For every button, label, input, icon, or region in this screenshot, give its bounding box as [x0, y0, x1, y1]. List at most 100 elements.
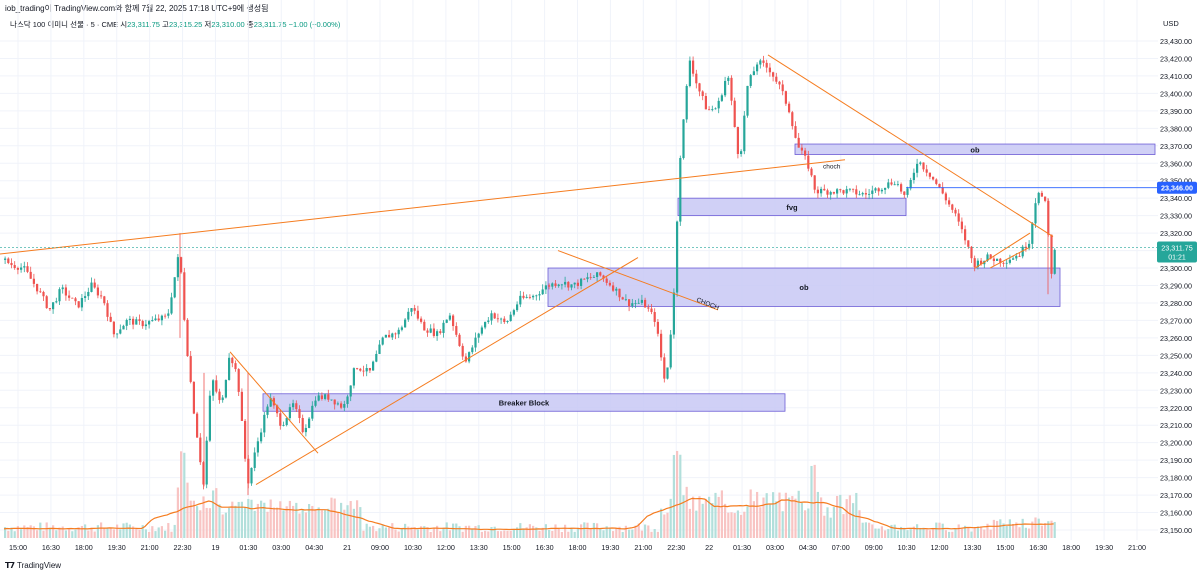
volume-bar: [832, 507, 835, 538]
candle-body: [557, 284, 560, 287]
price-tick-label: 23,410.00: [1160, 72, 1192, 81]
candle-body: [509, 314, 512, 322]
time-tick-label: 01:30: [733, 543, 751, 552]
candle-body: [442, 322, 445, 333]
volume-bar: [813, 464, 816, 538]
volume-bar: [941, 523, 944, 538]
volume-bar: [621, 531, 624, 538]
volume-bar: [964, 525, 967, 538]
candle-body: [874, 188, 877, 191]
candle-body: [125, 319, 128, 326]
candle-body: [797, 137, 800, 148]
open-label: 시: [120, 20, 128, 29]
volume-bar: [861, 522, 864, 538]
price-tick-label: 23,250.00: [1160, 351, 1192, 360]
volume-bar: [400, 528, 403, 538]
volume-bar: [496, 531, 499, 538]
candle-body: [781, 84, 784, 92]
candle-body: [794, 126, 797, 138]
candle-body: [141, 320, 144, 327]
volume-bar: [656, 531, 659, 538]
volume-bar: [55, 530, 58, 538]
candle-body: [656, 321, 659, 334]
candle-body: [304, 427, 307, 433]
price-tick-label: 23,360.00: [1160, 159, 1192, 168]
candle-body: [634, 302, 637, 304]
volume-bar: [759, 507, 762, 538]
price-tick-label: 23,390.00: [1160, 107, 1192, 116]
volume-bar: [634, 525, 637, 538]
volume-bar: [829, 517, 832, 538]
candle-body: [637, 302, 640, 304]
candle-body: [765, 62, 768, 68]
candle-body: [231, 357, 234, 364]
tradingview-logo-icon: 𝗧𝟳: [5, 561, 15, 570]
volume-bar: [884, 530, 887, 538]
candle-body: [109, 316, 112, 322]
candle-body: [100, 295, 103, 297]
volume-bar: [720, 490, 723, 538]
volume-bar: [756, 491, 759, 538]
candle-body: [720, 95, 723, 101]
candle-body: [599, 272, 602, 276]
time-tick-label: 15:00: [996, 543, 1014, 552]
candle-body: [250, 467, 253, 484]
volume-bar: [647, 525, 650, 538]
volume-bar: [160, 526, 163, 538]
candle-body: [1028, 243, 1031, 249]
candle-body: [461, 345, 464, 357]
candle-body: [906, 188, 909, 195]
candle-body: [128, 318, 131, 320]
candle-body: [26, 266, 29, 272]
volume-bar: [516, 527, 519, 538]
volume-bar: [132, 526, 135, 538]
candle-body: [813, 175, 816, 190]
volume-bar: [928, 530, 931, 538]
volume-moving-average: [3, 497, 1054, 531]
symbol-label[interactable]: 나스닥 100 이미니 선물 · 5 · CME: [10, 20, 119, 29]
current-price-text: 23,311.75: [1161, 244, 1192, 253]
current-price-badge: [1157, 241, 1197, 263]
candle-body: [333, 399, 336, 405]
volume-bar: [282, 510, 285, 538]
volume-bar: [871, 524, 874, 538]
candle-body: [1037, 192, 1040, 204]
volume-bar: [464, 525, 467, 538]
candle-body: [759, 60, 762, 65]
candle-body: [1005, 262, 1008, 264]
candle-body: [116, 333, 119, 335]
volume-bar: [394, 529, 397, 538]
volume-bar: [378, 528, 381, 538]
candle-body: [752, 71, 755, 76]
volume-bar: [432, 527, 435, 538]
volume-bar: [208, 508, 211, 538]
volume-bar: [128, 524, 131, 538]
volume-bar: [263, 502, 266, 538]
volume-bar: [484, 530, 487, 538]
candle-body: [512, 310, 515, 315]
candle-body: [327, 394, 330, 400]
volume-bar: [580, 524, 583, 538]
volume-bar: [212, 490, 215, 538]
currency-label: USD: [1163, 19, 1179, 28]
candle-body: [45, 296, 48, 309]
volume-bar: [10, 527, 13, 538]
candle-body: [410, 308, 413, 312]
candle-body: [381, 337, 384, 345]
volume-bar: [612, 531, 615, 538]
candle-body: [570, 284, 573, 288]
price-tick-label: 23,370.00: [1160, 142, 1192, 151]
time-tick-label: 16:30: [42, 543, 60, 552]
time-tick-label: 19:30: [1095, 543, 1113, 552]
time-tick-label: 22:30: [667, 543, 685, 552]
candle-body: [253, 452, 256, 468]
candle-body: [352, 368, 355, 386]
volume-bar: [772, 492, 775, 538]
trendline: [0, 159, 846, 255]
candle-body: [554, 283, 557, 287]
candle-body: [816, 189, 819, 194]
volume-bar: [164, 530, 167, 538]
volume-bar: [628, 529, 631, 538]
candle-body: [420, 318, 423, 322]
